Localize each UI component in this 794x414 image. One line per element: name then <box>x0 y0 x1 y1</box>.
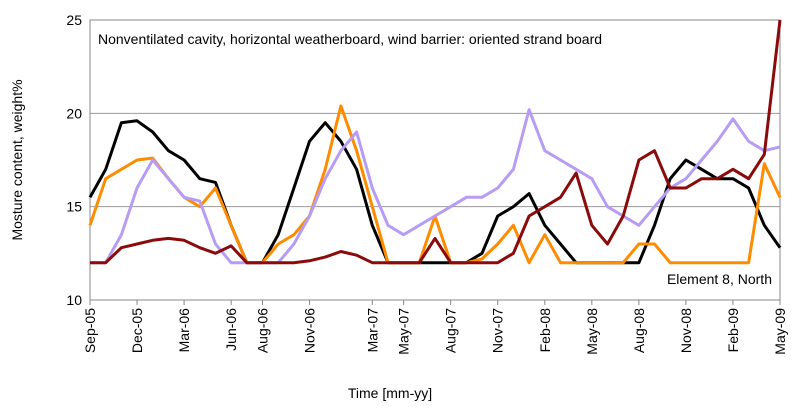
x-tick-label: Sep-05 <box>82 308 98 353</box>
x-tick-label: Nov-08 <box>678 308 694 353</box>
x-tick-label: Feb-09 <box>725 308 741 353</box>
x-tick-label: May-07 <box>396 308 412 355</box>
x-tick-label: Feb-08 <box>537 308 553 353</box>
x-tick-label: Mar-06 <box>176 308 192 353</box>
x-axis-label: Time [mm-yy] <box>348 385 432 401</box>
plot-frame <box>89 19 781 301</box>
x-tick-label: May-09 <box>772 308 788 355</box>
series-line <box>88 119 782 265</box>
x-tick-label: Nov-07 <box>490 308 506 353</box>
x-tick-label: Aug-08 <box>631 308 647 353</box>
series-line <box>90 19 782 265</box>
series-line <box>90 108 781 265</box>
y-tick-label: 25 <box>66 12 82 28</box>
x-tick-label: Jun-06 <box>223 308 239 351</box>
annotation: Nonventilated cavity, horizontal weather… <box>98 31 602 47</box>
y-tick-label: 20 <box>66 105 82 121</box>
y-tick-label: 15 <box>66 199 82 215</box>
x-tick-label: May-08 <box>584 308 600 355</box>
x-tick-label: Nov-06 <box>302 308 318 353</box>
x-tick-label: Aug-06 <box>255 308 271 353</box>
y-axis-label: Mosture content, weight% <box>9 79 25 240</box>
annotation: Element 8, North <box>667 271 772 287</box>
y-tick-label: 10 <box>66 292 82 308</box>
x-tick-label: Aug-07 <box>443 308 459 353</box>
x-tick-label: Mar-07 <box>364 308 380 353</box>
x-tick-label: Dec-05 <box>129 308 145 353</box>
